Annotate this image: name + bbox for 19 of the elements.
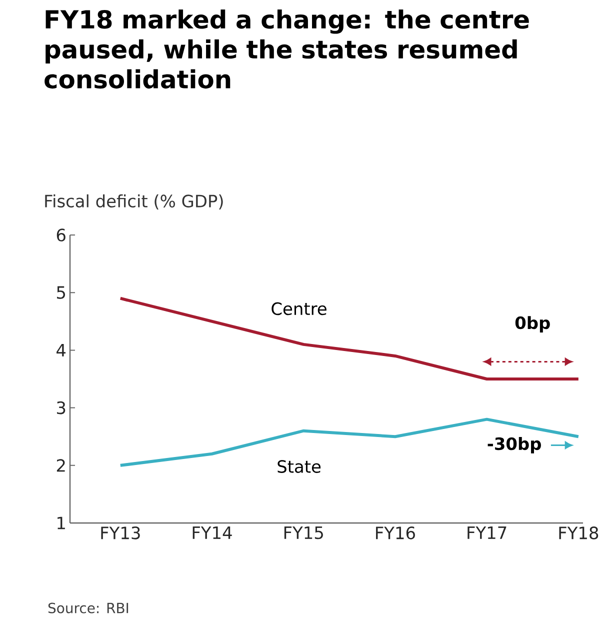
y-axis-title: Fiscal deficit (% GDP) xyxy=(45,194,223,210)
x-tick-label: FY13 xyxy=(101,526,140,540)
y-tick-label: 1 xyxy=(58,516,66,530)
y-tick-label: 2 xyxy=(57,459,65,472)
x-tick-label: FY17 xyxy=(468,526,506,539)
y-tick-label: 6 xyxy=(56,228,66,242)
y-tick-label: 4 xyxy=(56,344,66,356)
x-tick-label: FY15 xyxy=(284,526,324,540)
y-tick-label: 5 xyxy=(57,286,66,299)
x-tick-label: FY18 xyxy=(559,526,598,540)
annotation: 0bp xyxy=(515,316,550,332)
annotation: -30bp xyxy=(488,437,542,454)
chart-title: FY18 marked a change: the centre paused, while the states resumed consolidation xyxy=(44,10,529,89)
series-label: Centre xyxy=(272,302,327,316)
y-tick-label: 3 xyxy=(57,401,66,414)
x-tick-label: FY14 xyxy=(192,526,232,539)
series-label: State xyxy=(278,460,321,473)
x-tick-label: FY16 xyxy=(376,526,416,540)
source-note: Source: RBI xyxy=(48,602,128,614)
